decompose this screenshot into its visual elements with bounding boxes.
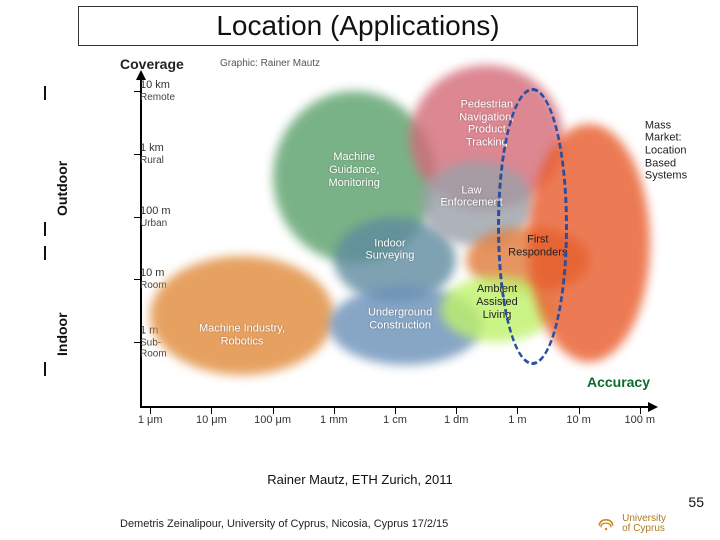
outdoor-label: Outdoor xyxy=(54,161,70,216)
x-tick-label: 10 m xyxy=(566,408,590,426)
chart-blob-label: LawEnforcement xyxy=(440,184,502,209)
logo-icon xyxy=(596,514,616,534)
affiliation-line2: of Cyprus xyxy=(622,524,666,534)
x-tick-label: 100 μm xyxy=(254,408,291,426)
indoor-bracket-top xyxy=(44,246,46,260)
y-tick-label: 1 mSub-Room xyxy=(140,325,148,360)
dashed-ellipse-annotation xyxy=(497,88,568,365)
x-tick-label: 1 cm xyxy=(383,408,407,426)
x-axis-title: Accuracy xyxy=(587,374,650,390)
mass-market-label: Mass Market:LocationBasedSystems xyxy=(645,119,687,182)
chart-blob xyxy=(150,256,334,375)
page-title: Location (Applications) xyxy=(216,10,499,42)
chart-blob-label: IndoorSurveying xyxy=(365,237,414,262)
indoor-bracket-bot xyxy=(44,362,46,376)
x-tick-label: 1 μm xyxy=(138,408,163,426)
y-tick-label: 100 mUrban xyxy=(140,205,148,229)
title-box: Location (Applications) xyxy=(78,6,638,46)
chart-blob-label: MachineGuidance,Monitoring xyxy=(329,151,380,189)
graphic-credit: Graphic: Rainer Mautz xyxy=(220,58,320,69)
indoor-label: Indoor xyxy=(54,312,70,356)
outdoor-bracket-bot xyxy=(44,222,46,236)
university-logo: University of Cyprus xyxy=(596,514,666,534)
presenter-line: Demetris Zeinalipour, University of Cypr… xyxy=(120,518,448,530)
plot-area: Accuracy 10 kmRemote 1 kmRural 100 mUrban 1… xyxy=(140,78,650,408)
y-tick-label: 1 kmRural xyxy=(140,142,148,166)
chart-blob-label: Machine Industry,Robotics xyxy=(199,323,285,348)
y-axis-title: Coverage xyxy=(120,56,184,72)
x-tick-label: 1 m xyxy=(508,408,526,426)
page-number: 55 xyxy=(688,494,704,510)
chart-caption: Rainer Mautz, ETH Zurich, 2011 xyxy=(0,472,720,487)
chart-container: Coverage Graphic: Rainer Mautz Outdoor I… xyxy=(40,56,680,466)
chart-blob-label: UndergroundConstruction xyxy=(368,306,432,331)
outdoor-bracket-top xyxy=(44,86,46,100)
footer: Demetris Zeinalipour, University of Cypr… xyxy=(0,506,720,534)
y-tick-label: 10 kmRemote xyxy=(140,79,148,103)
x-tick-label: 100 m xyxy=(625,408,656,426)
x-tick-label: 1 dm xyxy=(444,408,468,426)
x-tick-label: 10 μm xyxy=(196,408,227,426)
x-tick-label: 1 mm xyxy=(320,408,348,426)
logo-text: University of Cyprus xyxy=(622,514,666,534)
y-tick-label: 10 mRoom xyxy=(140,267,148,291)
